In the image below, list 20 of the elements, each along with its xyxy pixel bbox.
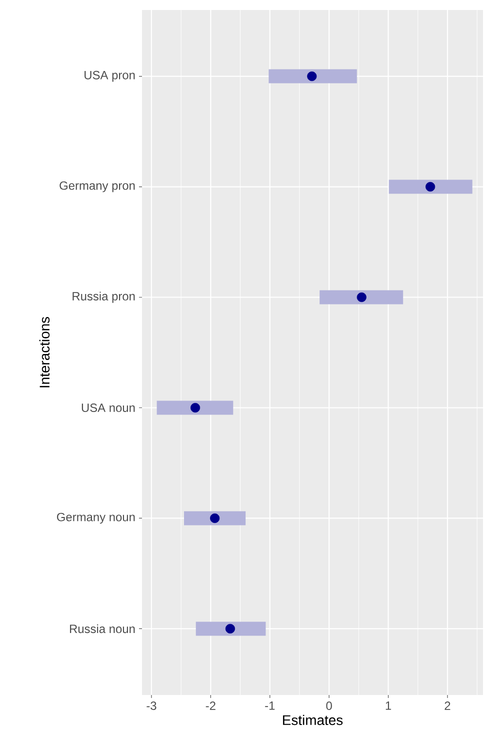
y-tick-label: USA noun	[82, 404, 135, 412]
point	[307, 71, 317, 82]
y-tick-label: Germany noun	[56, 512, 135, 524]
x-tick-label: -3	[146, 702, 156, 710]
y-tick-label: Russia noun	[70, 624, 135, 634]
y-tick-label: Russia pron	[72, 292, 135, 303]
point	[356, 292, 366, 302]
x-tick-label: 0	[326, 702, 332, 710]
x-tick-label: -2	[206, 702, 216, 710]
point	[190, 402, 200, 413]
point	[426, 182, 436, 192]
y-axis-title: Interactions	[39, 316, 50, 388]
x-tick-label: 2	[444, 702, 450, 710]
point	[225, 624, 236, 634]
x-axis-title: Estimates	[283, 714, 343, 726]
x-tick-label: 1	[386, 702, 392, 710]
y-tick-label: Germany pron	[60, 181, 135, 192]
y-tick-label: USA pron	[84, 70, 135, 82]
x-tick-label: -1	[265, 702, 275, 710]
point	[210, 513, 220, 524]
